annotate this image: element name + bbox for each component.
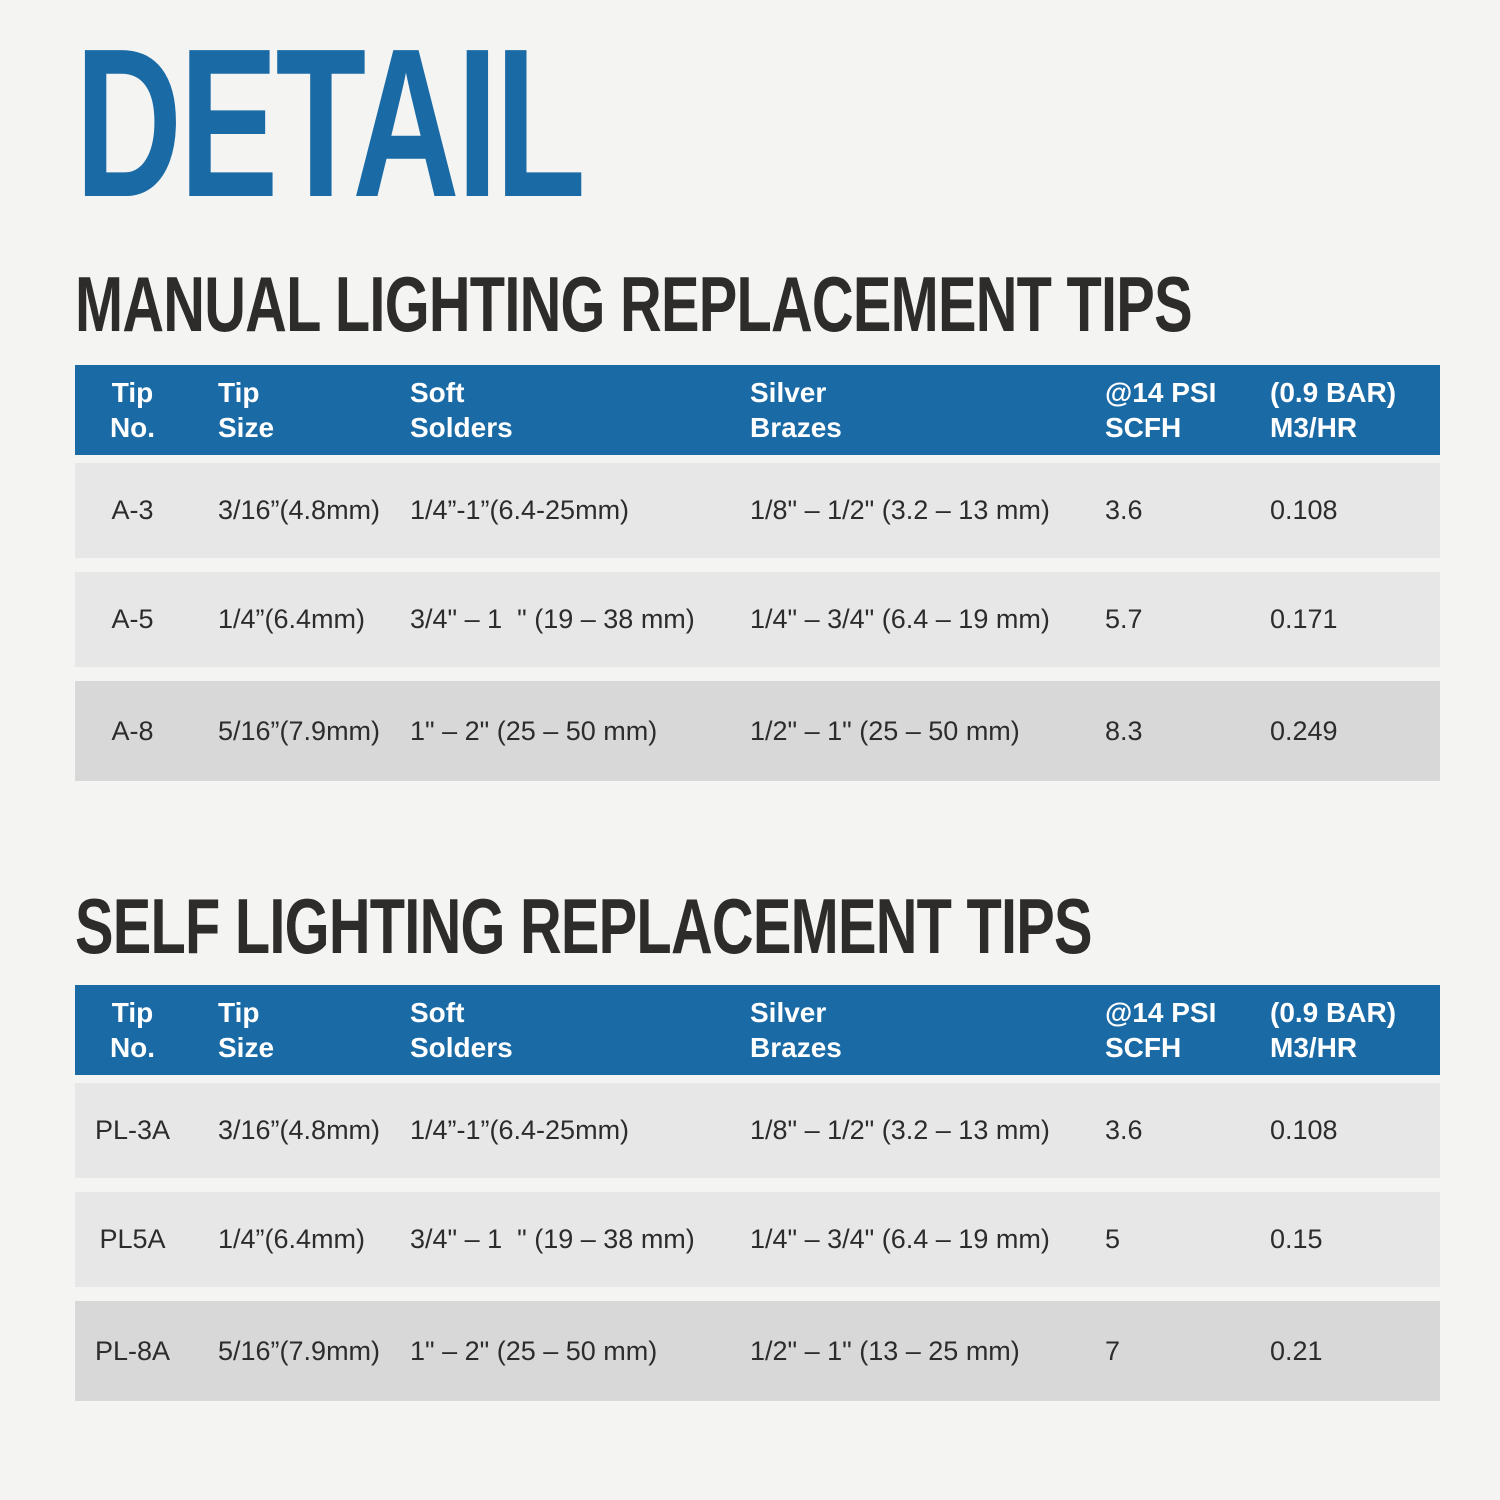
cell-scfh: 5 [1105,1224,1121,1255]
self-tips-section: SELF LIGHTING REPLACEMENT TIPS Tip No. T… [75,882,1500,1402]
manual-tips-section: MANUAL LIGHTING REPLACEMENT TIPS Tip No.… [75,260,1500,782]
cell-m3hr: 0.15 [1270,1224,1323,1255]
cell-tip-size: 5/16”(7.9mm) [218,715,381,746]
table-header-row: Tip No. Tip Size Soft Solders Silver Bra… [75,985,1440,1076]
table-row-pl8a: PL-8A 5/16”(7.9mm) 1" – 2" (25 – 50 mm) … [75,1301,1440,1402]
col-header-tip-no: Tip No. [109,377,156,444]
cell-m3hr: 0.249 [1270,715,1338,746]
cell-m3hr: 0.108 [1270,495,1338,526]
cell-tip-no: A-3 [111,495,154,526]
cell-soft-solders: 1" – 2" (25 – 50 mm) [410,715,658,746]
cell-silver-brazes: 1/8" – 1/2" (3.2 – 13 mm) [750,495,1050,526]
col-header-m3hr: (0.9 BAR) M3/HR [1270,997,1397,1064]
cell-scfh: 3.6 [1105,1115,1143,1146]
table-header-row: Tip No. Tip Size Soft Solders Silver Bra… [75,365,1440,456]
cell-scfh: 3.6 [1105,495,1143,526]
cell-scfh: 8.3 [1105,715,1143,746]
col-header-silver-brazes: Silver Brazes [750,377,842,444]
cell-tip-size: 1/4”(6.4mm) [218,1224,366,1255]
col-header-soft-solders: Soft Solders [410,377,513,444]
col-header-scfh: @14 PSI SCFH [1105,377,1217,444]
cell-soft-solders: 3/4" – 1 " (19 – 38 mm) [410,1224,695,1255]
cell-tip-no: A-8 [111,715,154,746]
cell-tip-size: 3/16”(4.8mm) [218,495,381,526]
cell-silver-brazes: 1/4" – 3/4" (6.4 – 19 mm) [750,1224,1050,1255]
table-row-pl3a: PL-3A 3/16”(4.8mm) 1/4”-1”(6.4-25mm) 1/8… [75,1083,1440,1179]
cell-tip-no: PL-3A [94,1115,171,1146]
manual-tips-table: Tip No. Tip Size Soft Solders Silver Bra… [75,365,1440,782]
cell-soft-solders: 1/4”-1”(6.4-25mm) [410,1115,630,1146]
page-title: DETAIL [75,4,586,241]
cell-scfh: 7 [1105,1335,1121,1366]
col-header-tip-size: Tip Size [218,997,275,1064]
cell-silver-brazes: 1/2" – 1" (25 – 50 mm) [750,715,1020,746]
cell-tip-no: PL5A [99,1224,166,1255]
table-row-a5: A-5 1/4”(6.4mm) 3/4" – 1 " (19 – 38 mm) … [75,572,1440,668]
cell-soft-solders: 1/4”-1”(6.4-25mm) [410,495,630,526]
cell-soft-solders: 3/4" – 1 " (19 – 38 mm) [410,604,695,635]
detail-infographic: DETAIL MANUAL LIGHTING REPLACEMENT TIPS … [75,4,1500,1402]
cell-m3hr: 0.21 [1270,1335,1323,1366]
cell-scfh: 5.7 [1105,604,1143,635]
table-row-pl5a: PL5A 1/4”(6.4mm) 3/4" – 1 " (19 – 38 mm)… [75,1192,1440,1288]
manual-tips-heading: MANUAL LIGHTING REPLACEMENT TIPS [75,260,1193,349]
cell-m3hr: 0.171 [1270,604,1338,635]
self-tips-table: Tip No. Tip Size Soft Solders Silver Bra… [75,985,1440,1402]
cell-tip-size: 3/16”(4.8mm) [218,1115,381,1146]
cell-tip-size: 1/4”(6.4mm) [218,604,366,635]
col-header-scfh: @14 PSI SCFH [1105,997,1217,1064]
table-row-a3: A-3 3/16”(4.8mm) 1/4”-1”(6.4-25mm) 1/8" … [75,463,1440,559]
col-header-tip-size: Tip Size [218,377,275,444]
cell-m3hr: 0.108 [1270,1115,1338,1146]
cell-tip-no: PL-8A [94,1335,171,1366]
self-tips-heading: SELF LIGHTING REPLACEMENT TIPS [75,882,1093,971]
col-header-soft-solders: Soft Solders [410,997,513,1064]
cell-tip-size: 5/16”(7.9mm) [218,1335,381,1366]
col-header-tip-no: Tip No. [109,997,156,1064]
cell-soft-solders: 1" – 2" (25 – 50 mm) [410,1335,658,1366]
cell-tip-no: A-5 [111,604,154,635]
col-header-m3hr: (0.9 BAR) M3/HR [1270,377,1397,444]
col-header-silver-brazes: Silver Brazes [750,997,842,1064]
table-row-a8: A-8 5/16”(7.9mm) 1" – 2" (25 – 50 mm) 1/… [75,681,1440,782]
cell-silver-brazes: 1/2" – 1" (13 – 25 mm) [750,1335,1020,1366]
cell-silver-brazes: 1/4" – 3/4" (6.4 – 19 mm) [750,604,1050,635]
cell-silver-brazes: 1/8" – 1/2" (3.2 – 13 mm) [750,1115,1050,1146]
